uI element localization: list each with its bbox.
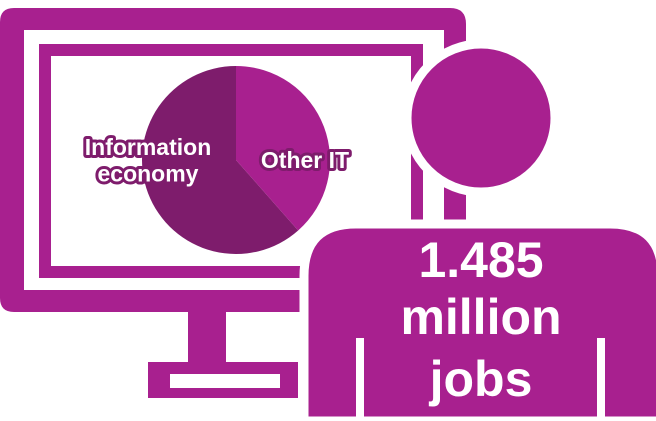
jobs-label-text: jobs (429, 351, 533, 407)
person-icon: 1.485 million jobs (299, 39, 656, 421)
pie-slice-other-it (236, 66, 330, 231)
pie-label-other-it: Other IT (261, 147, 349, 173)
jobs-count-text: 1.485 (418, 232, 543, 288)
monitor-stand-base-inner (170, 374, 280, 388)
jobs-unit-text: million (400, 289, 561, 345)
person-head (402, 39, 560, 197)
pie-label-information-economy: Information economy (85, 134, 212, 186)
person-body (299, 219, 656, 421)
pie-chart: Information economy Other IT (82, 66, 352, 255)
pie-slice-information-economy (141, 66, 299, 255)
